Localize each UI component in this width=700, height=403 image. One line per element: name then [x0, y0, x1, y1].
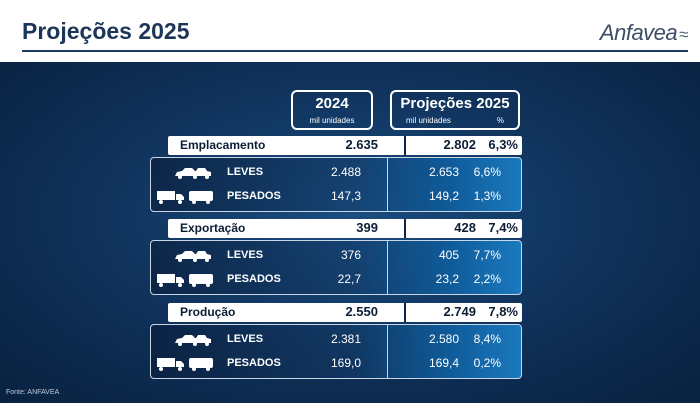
- row-label: LEVES: [227, 333, 264, 345]
- column-unit: mil unidades: [309, 116, 355, 125]
- value-2025: 2.749: [443, 304, 476, 319]
- value-2024: 2.635: [345, 137, 378, 152]
- column-percent: %: [496, 116, 504, 125]
- column-divider: [404, 136, 406, 155]
- row-label: LEVES: [227, 249, 264, 261]
- column-divider: [404, 219, 406, 238]
- value-2024: 376: [340, 248, 361, 262]
- value-2024: 2.550: [345, 304, 378, 319]
- detail-row-pesados: PESADOS 22,7 23,2 2,2%: [151, 269, 521, 291]
- row-label: PESADOS: [227, 273, 281, 285]
- detail-row-leves: LEVES 2.381 2.580 8,4%: [151, 329, 521, 351]
- value-2024: 2.381: [330, 332, 361, 346]
- car-icon: [175, 335, 211, 346]
- column-header-2024: 2024 mil unidades: [291, 90, 373, 130]
- column-divider: [404, 303, 406, 322]
- value-2025: 169,4: [428, 356, 459, 370]
- slide-header: Projeções 2025 Anfavea ≈: [0, 0, 700, 62]
- value-percent: 1,3%: [473, 189, 501, 203]
- detail-row-pesados: PESADOS 169,0 169,4 0,2%: [151, 353, 521, 375]
- value-percent: 7,7%: [473, 248, 501, 262]
- column-divider: [387, 325, 388, 378]
- truck-bus-icon: [157, 274, 213, 287]
- value-2025: 2.653: [428, 165, 459, 179]
- value-percent: 8,4%: [473, 332, 501, 346]
- value-2024: 147,3: [330, 189, 361, 203]
- anfavea-logo: Anfavea ≈: [599, 20, 689, 46]
- column-header-2025: Projeções 2025 mil unidades %: [390, 90, 520, 130]
- value-percent: 7,4%: [488, 220, 518, 235]
- row-label: LEVES: [227, 166, 264, 178]
- column-year: 2024: [315, 95, 349, 112]
- section-label: Produção: [180, 305, 236, 319]
- value-2024: 169,0: [330, 356, 361, 370]
- value-2025: 23,2: [435, 272, 459, 286]
- logo-mark-icon: ≈: [679, 25, 688, 44]
- row-label: PESADOS: [227, 190, 281, 202]
- header-divider: [22, 50, 688, 52]
- value-2025: 428: [454, 220, 476, 235]
- detail-row-leves: LEVES 376 405 7,7%: [151, 245, 521, 267]
- section-detail-box: LEVES 2.381 2.580 8,4% PESADOS 169,0 169…: [150, 324, 522, 379]
- slide-title: Projeções 2025: [22, 18, 190, 44]
- section-total-row: Produção 2.550 2.749 7,8%: [168, 303, 522, 322]
- row-label: PESADOS: [227, 357, 281, 369]
- column-divider: [387, 158, 388, 211]
- section-label: Exportação: [180, 221, 246, 235]
- section-total-row: Exportação 399 428 7,4%: [168, 219, 522, 238]
- logo-text: Anfavea: [599, 20, 678, 45]
- truck-bus-icon: [157, 358, 213, 371]
- detail-row-pesados: PESADOS 147,3 149,2 1,3%: [151, 186, 521, 208]
- section-detail-box: LEVES 2.488 2.653 6,6% PESADOS 147,3 149…: [150, 157, 522, 212]
- car-icon: [175, 168, 211, 179]
- column-unit: mil unidades: [406, 116, 451, 125]
- value-2025: 149,2: [428, 189, 459, 203]
- car-icon: [175, 251, 211, 262]
- value-2024: 22,7: [337, 272, 361, 286]
- column-year: Projeções 2025: [400, 95, 510, 112]
- value-percent: 2,2%: [473, 272, 501, 286]
- section-total-row: Emplacamento 2.635 2.802 6,3%: [168, 136, 522, 155]
- column-divider: [387, 241, 388, 294]
- value-2024: 399: [356, 220, 378, 235]
- value-percent: 6,6%: [473, 165, 501, 179]
- value-2025: 2.580: [428, 332, 459, 346]
- value-2025: 405: [438, 248, 459, 262]
- detail-row-leves: LEVES 2.488 2.653 6,6%: [151, 162, 521, 184]
- value-percent: 0,2%: [473, 356, 501, 370]
- value-2025: 2.802: [443, 137, 476, 152]
- value-percent: 6,3%: [488, 137, 518, 152]
- value-2024: 2.488: [330, 165, 361, 179]
- section-detail-box: LEVES 376 405 7,7% PESADOS 22,7 23,2 2,2…: [150, 240, 522, 295]
- truck-bus-icon: [157, 191, 213, 204]
- value-percent: 7,8%: [488, 304, 518, 319]
- section-label: Emplacamento: [180, 138, 266, 152]
- source-footnote: Fonte: ANFAVEA: [6, 389, 60, 396]
